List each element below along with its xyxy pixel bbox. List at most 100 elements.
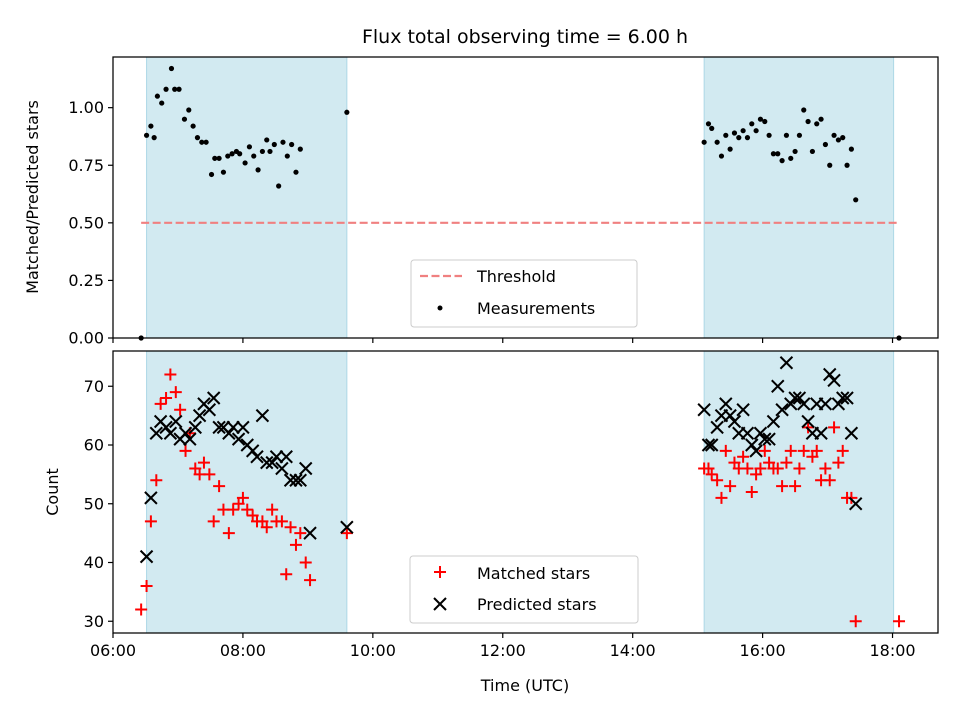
count-x-tick-label: 16:00	[740, 641, 786, 660]
predicted-star-point	[169, 414, 183, 429]
predicted-star-point	[283, 473, 298, 487]
matched-star-point	[793, 462, 806, 475]
predicted-star-point	[139, 549, 154, 564]
predicted-star-point	[788, 391, 802, 405]
measurement-point	[251, 153, 257, 159]
matched-star-point	[836, 444, 849, 457]
measurement-point	[289, 141, 295, 148]
measurement-point	[163, 86, 169, 92]
count-y-tick-label: 40	[84, 553, 104, 572]
measurement-point	[199, 139, 205, 145]
predicted-star-point	[279, 450, 293, 464]
measurement-point	[148, 123, 154, 129]
matched-star-point	[222, 527, 235, 540]
measurement-point	[181, 116, 188, 122]
measurement-point	[727, 146, 733, 152]
ratio-legend: Threshold Measurements	[410, 259, 638, 328]
ratio-y-tick-label: 0.00	[68, 329, 104, 348]
measurement-point	[143, 132, 150, 138]
predicted-star-point	[849, 497, 863, 511]
predicted-star-point	[178, 426, 193, 440]
measurements-legend-swatch	[437, 305, 443, 311]
measurement-point	[186, 107, 192, 113]
matched-star-point	[227, 503, 240, 516]
measurement-point	[190, 123, 196, 129]
ratio-shaded-interval-0	[146, 56, 348, 339]
matched-star-point	[241, 503, 254, 516]
matched-star-point	[304, 574, 317, 587]
count-y-tick-label: 30	[84, 612, 104, 631]
measurement-point	[220, 169, 227, 175]
measurement-point	[840, 135, 846, 141]
predicted-star-point	[212, 420, 226, 435]
matched-star-point	[164, 368, 177, 381]
measurement-point	[814, 121, 820, 127]
predicted-star-point	[771, 379, 785, 393]
measurement-point	[831, 132, 837, 138]
measurement-point	[788, 155, 794, 161]
count-x-tick-label: 14:00	[610, 641, 656, 660]
predicted-star-point	[202, 403, 217, 417]
predicted-star-point	[265, 455, 279, 470]
measurement-point	[844, 162, 850, 168]
count-axes-frame	[112, 350, 939, 634]
count-x-tick-label: 08:00	[220, 641, 266, 660]
predicted-star-point	[231, 432, 246, 446]
ratio-axes-frame	[112, 56, 939, 339]
predicted-star-point	[753, 426, 768, 440]
ratio-y-tick-label: 0.25	[68, 271, 104, 290]
measurement-point	[731, 130, 738, 136]
predicted-star-point	[250, 450, 264, 464]
matched-star-point	[849, 615, 862, 628]
measurement-point	[297, 146, 303, 152]
matched-star-point	[207, 515, 220, 528]
matched-star-point	[754, 462, 767, 475]
measurement-point	[168, 65, 175, 72]
predicted-star-point	[144, 491, 158, 505]
ratio-y-tick-label: 0.75	[68, 156, 104, 175]
matched-star-point	[154, 397, 167, 410]
measurement-point	[212, 155, 218, 161]
predicted-star-point	[762, 432, 776, 446]
count-x-tick-label: 10:00	[350, 641, 396, 660]
measurement-point	[154, 93, 160, 99]
measurement-point	[770, 151, 777, 157]
predicted-legend-label: Predicted stars	[477, 595, 597, 614]
predicted-star-point	[801, 414, 815, 429]
matched-star-point	[776, 480, 789, 493]
matched-star-point	[819, 462, 832, 475]
measurement-point	[194, 135, 201, 141]
measurement-point	[822, 141, 829, 148]
measurement-point	[225, 153, 231, 159]
ratio-y-axis-label: Matched/Predicted stars	[23, 100, 42, 294]
predicted-star-point	[745, 438, 759, 452]
predicted-star-point	[727, 414, 742, 429]
measurement-point	[208, 171, 215, 178]
matched-star-point	[289, 538, 302, 551]
measurement-point	[749, 121, 755, 127]
matched-star-point	[160, 392, 173, 404]
matched-star-point	[724, 480, 737, 493]
measurement-point	[151, 135, 157, 141]
predicted-star-point	[183, 432, 197, 446]
predicted-star-point	[188, 420, 202, 435]
measurement-point	[246, 144, 253, 150]
threshold-legend-label: Threshold	[476, 267, 556, 286]
predicted-star-point	[844, 426, 859, 440]
count-y-tick-label: 70	[84, 377, 104, 396]
predicted-star-point	[719, 397, 733, 411]
matched-star-point	[275, 515, 288, 528]
predicted-star-point	[260, 455, 274, 470]
matched-star-point	[737, 450, 750, 463]
measurement-point	[172, 86, 178, 92]
matched-star-point	[828, 421, 841, 434]
predicted-star-point	[236, 420, 250, 435]
predicted-star-point	[831, 397, 846, 411]
matched-star-point	[780, 456, 793, 469]
matched-star-point	[802, 421, 815, 434]
predicted-star-point	[226, 420, 240, 435]
matched-star-point	[294, 527, 307, 540]
measurement-point	[159, 100, 165, 106]
measurement-point	[718, 153, 725, 159]
predicted-star-point	[775, 403, 789, 417]
